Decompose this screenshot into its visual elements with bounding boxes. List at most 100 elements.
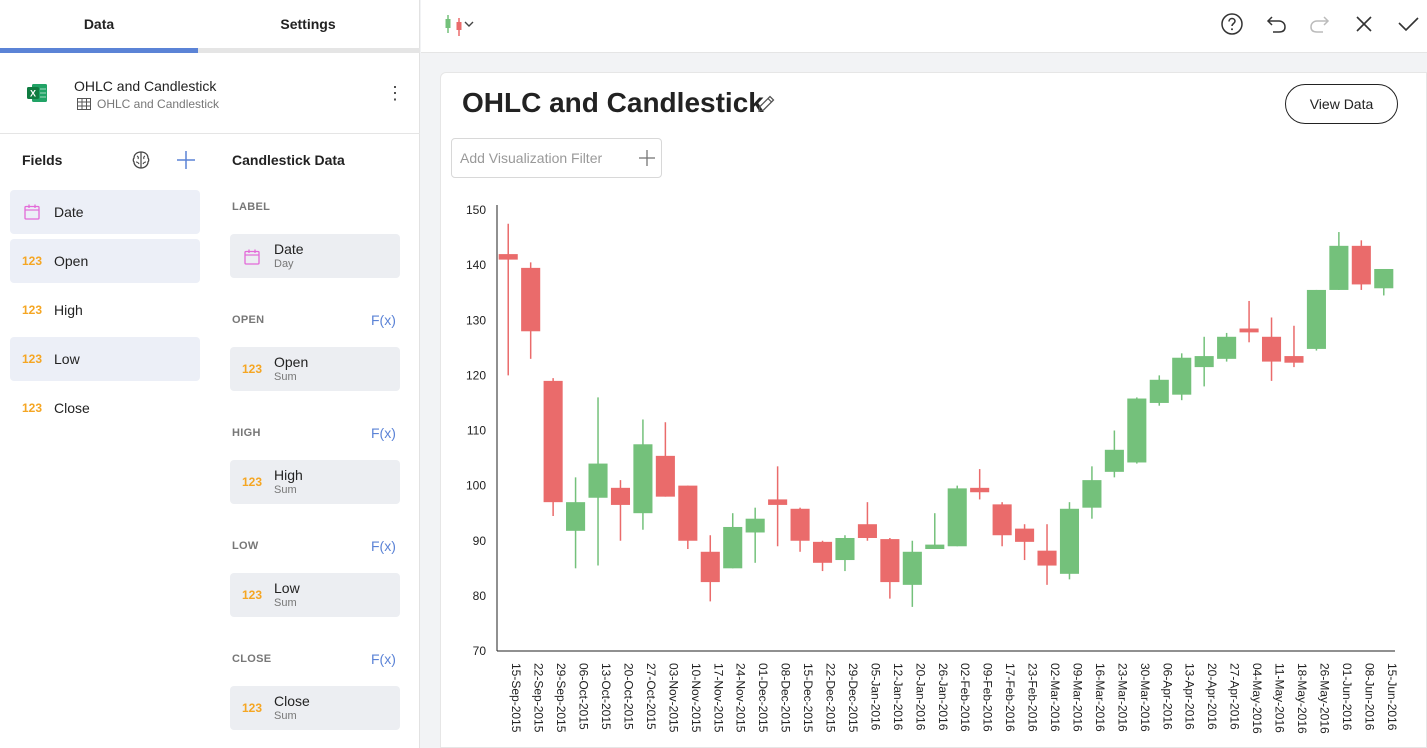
- x-tick-label: 15-Dec-2015: [801, 663, 815, 733]
- x-tick-label: 13-Apr-2016: [1183, 663, 1197, 730]
- x-tick-label: 20-Oct-2015: [621, 663, 635, 730]
- candle-body: [1284, 356, 1304, 363]
- data-source[interactable]: X OHLC and Candlestick OHLC and Candlest…: [0, 60, 420, 134]
- source-title: OHLC and Candlestick: [74, 78, 217, 94]
- tab-settings[interactable]: Settings: [280, 16, 336, 32]
- slot-name: High: [274, 467, 303, 483]
- calendar-icon: [230, 234, 274, 278]
- table-icon: [77, 98, 91, 110]
- x-tick-label: 27-Oct-2015: [644, 663, 658, 730]
- x-tick-label: 06-Oct-2015: [577, 663, 591, 730]
- x-tick-label: 23-Mar-2016: [1115, 663, 1129, 732]
- field-label: Date: [54, 204, 84, 220]
- close-icon[interactable]: [1352, 12, 1376, 36]
- number-icon: 123: [241, 475, 263, 489]
- x-tick-label: 03-Nov-2015: [666, 663, 680, 733]
- candlestick-chart-icon[interactable]: [443, 12, 483, 38]
- x-tick-label: 15-Jun-2016: [1385, 663, 1399, 731]
- source-subtitle: OHLC and Candlestick: [77, 97, 219, 111]
- field-label: Close: [54, 400, 90, 416]
- edit-title-icon[interactable]: [755, 93, 777, 115]
- open-section-title: OPEN: [232, 314, 265, 326]
- help-icon[interactable]: [1220, 12, 1244, 36]
- x-tick-label: 01-Dec-2015: [756, 663, 770, 733]
- low-fx-button[interactable]: F(x): [371, 538, 396, 554]
- candle-body: [1351, 245, 1371, 285]
- x-tick-label: 12-Jan-2016: [891, 663, 905, 731]
- candle-body: [1217, 336, 1237, 359]
- candle-body: [610, 487, 631, 505]
- x-tick-label: 04-May-2016: [1250, 663, 1264, 734]
- redo-icon[interactable]: [1308, 12, 1332, 36]
- candle-body: [1127, 398, 1147, 463]
- more-options-icon[interactable]: ⋮: [386, 83, 404, 103]
- field-low[interactable]: 123 Low: [10, 337, 200, 381]
- candle-body: [812, 541, 833, 563]
- number-icon: 123: [241, 701, 263, 715]
- high-section-title: HIGH: [232, 427, 261, 439]
- y-tick-label: 140: [466, 258, 486, 272]
- x-tick-label: 29-Dec-2015: [846, 663, 860, 733]
- x-tick-label: 01-Jun-2016: [1340, 663, 1354, 731]
- tab-data[interactable]: Data: [83, 16, 115, 32]
- y-tick-label: 90: [473, 534, 487, 548]
- field-high[interactable]: 123 High: [10, 288, 200, 332]
- visualization-title: OHLC and Candlestick: [462, 87, 764, 118]
- x-tick-label: 15-Sep-2015: [509, 663, 523, 733]
- field-close[interactable]: 123 Close: [10, 386, 200, 430]
- tab-active-indicator: [0, 48, 198, 53]
- slot-date[interactable]: Date Day: [230, 234, 400, 278]
- brain-icon[interactable]: [130, 149, 152, 171]
- close-section-title: CLOSE: [232, 653, 272, 665]
- slot-aggregation: Sum: [274, 710, 297, 722]
- x-tick-label: 02-Feb-2016: [958, 663, 972, 732]
- field-open[interactable]: 123 Open: [10, 239, 200, 283]
- x-tick-label: 27-Apr-2016: [1228, 663, 1242, 730]
- visualization-toolbar: [421, 0, 1427, 53]
- number-icon: 123: [21, 352, 43, 366]
- add-field-icon[interactable]: [175, 149, 197, 171]
- slot-name: Date: [274, 241, 304, 257]
- candle-body: [1082, 480, 1102, 508]
- candle-body: [655, 455, 675, 497]
- view-data-button[interactable]: View Data: [1285, 84, 1398, 124]
- svg-text:X: X: [30, 89, 36, 99]
- excel-icon: X: [27, 84, 47, 102]
- slot-aggregation: Sum: [274, 371, 297, 383]
- visualization-card: OHLC and Candlestick View Data Add Visua…: [440, 72, 1427, 748]
- y-tick-label: 150: [466, 203, 486, 217]
- close-fx-button[interactable]: F(x): [371, 651, 396, 667]
- filter-placeholder: Add Visualization Filter: [460, 150, 603, 166]
- candle-body: [992, 504, 1012, 536]
- slot-close[interactable]: 123 Close Sum: [230, 686, 400, 730]
- candlestick-data-title: Candlestick Data: [232, 152, 345, 168]
- x-tick-label: 06-Apr-2016: [1160, 663, 1174, 730]
- candle-body: [1015, 528, 1035, 542]
- candle-body: [543, 380, 563, 503]
- candle-body: [498, 254, 518, 260]
- x-tick-label: 29-Sep-2015: [554, 663, 568, 733]
- field-date[interactable]: Date: [10, 190, 200, 234]
- candle-body: [723, 526, 743, 569]
- open-fx-button[interactable]: F(x): [371, 312, 396, 328]
- candle-body: [880, 539, 900, 583]
- x-tick-label: 02-Mar-2016: [1048, 663, 1062, 732]
- number-icon: 123: [21, 401, 43, 415]
- x-tick-label: 24-Nov-2015: [734, 663, 748, 733]
- x-tick-label: 23-Feb-2016: [1026, 663, 1040, 732]
- x-tick-label: 09-Mar-2016: [1070, 663, 1084, 732]
- candle-body: [947, 488, 967, 547]
- high-fx-button[interactable]: F(x): [371, 425, 396, 441]
- slot-open[interactable]: 123 Open Sum: [230, 347, 400, 391]
- candlestick-chart: 70 80 90 100 110 120 130 140 150 15-Sep-2015 22-Se…: [466, 203, 1399, 734]
- undo-icon[interactable]: [1264, 12, 1288, 36]
- check-icon[interactable]: [1396, 12, 1420, 36]
- y-tick-label: 130: [466, 313, 486, 327]
- slot-low[interactable]: 123 Low Sum: [230, 573, 400, 617]
- panel-tabs: Data Settings: [0, 0, 420, 53]
- candle-body: [521, 267, 541, 332]
- slot-aggregation: Day: [274, 258, 294, 270]
- add-visualization-filter[interactable]: Add Visualization Filter: [451, 138, 662, 178]
- slot-high[interactable]: 123 High Sum: [230, 460, 400, 504]
- x-tick-label: 16-Mar-2016: [1093, 663, 1107, 732]
